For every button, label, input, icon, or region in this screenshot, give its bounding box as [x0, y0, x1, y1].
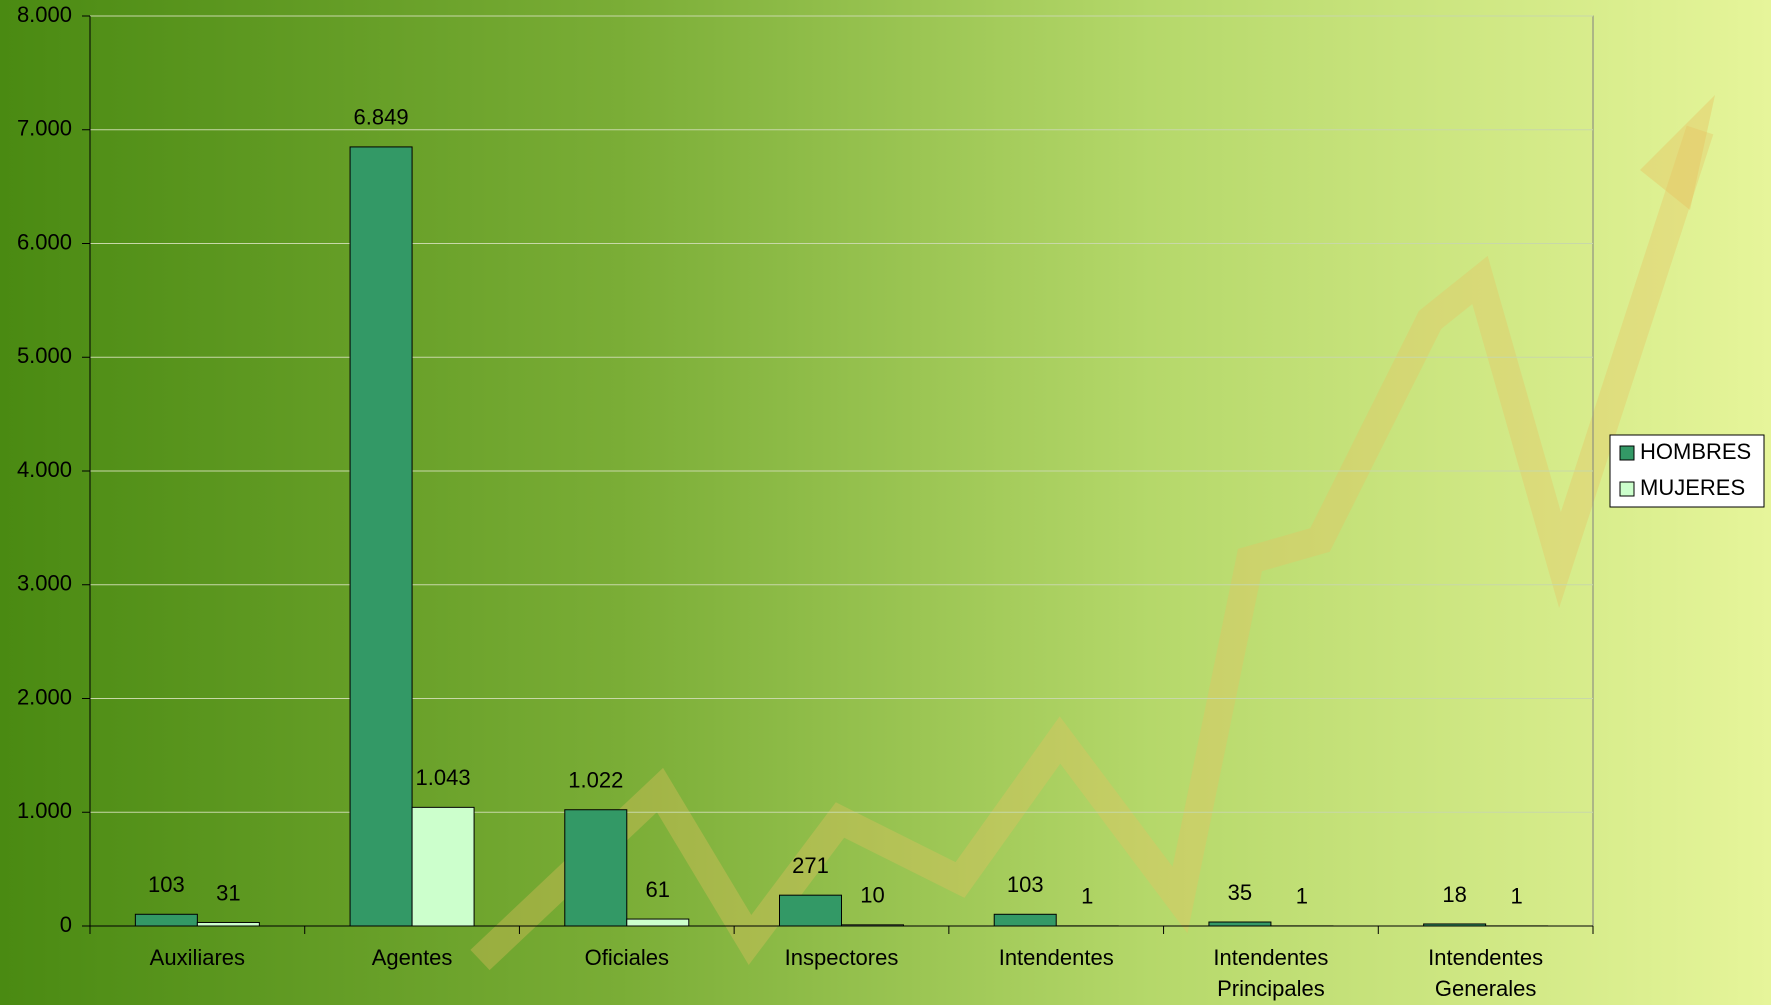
- data-label: 1.043: [416, 765, 471, 790]
- decorative-arrow: [470, 125, 1714, 971]
- data-label: 103: [148, 872, 185, 897]
- x-tick-label: Agentes: [371, 945, 453, 970]
- bar: [411, 806, 475, 927]
- x-tick-label: Oficiales: [584, 945, 669, 970]
- y-tick-label: 2.000: [17, 684, 72, 709]
- data-label: 6.849: [354, 105, 409, 130]
- bar: [564, 809, 628, 927]
- data-label: 1: [1511, 884, 1523, 909]
- legend-label: MUJERES: [1640, 475, 1745, 500]
- x-tick-label: Intendentes Principales: [1213, 945, 1329, 1001]
- legend-swatch: [1619, 445, 1635, 461]
- data-label: 31: [216, 880, 240, 905]
- y-tick-label: 7.000: [17, 116, 72, 141]
- bar: [993, 913, 1057, 927]
- bar: [779, 894, 842, 927]
- x-tick-label: Inspectores: [784, 945, 899, 970]
- data-label: 1: [1081, 884, 1093, 909]
- data-label: 103: [1007, 872, 1044, 897]
- data-label: 1.022: [568, 768, 623, 793]
- x-tick-label: Intendentes Generales: [1428, 945, 1544, 1001]
- bar: [626, 918, 690, 927]
- y-tick-label: 4.000: [17, 457, 72, 482]
- y-tick-label: 8.000: [17, 2, 72, 27]
- bar: [349, 146, 413, 927]
- data-label: 271: [792, 853, 829, 878]
- data-label: 10: [860, 883, 884, 908]
- data-label: 61: [646, 877, 670, 902]
- y-tick-label: 0: [60, 912, 72, 937]
- bar: [1423, 923, 1487, 927]
- y-tick-label: 6.000: [17, 229, 72, 254]
- bar: [196, 921, 260, 927]
- legend-box: [1609, 434, 1765, 508]
- bar: [134, 913, 198, 927]
- decorative-arrowhead: [1640, 95, 1715, 210]
- data-label: 1: [1296, 884, 1308, 909]
- bar: [1208, 921, 1272, 927]
- x-tick-label: Intendentes: [998, 945, 1114, 970]
- x-tick-label: Auxiliares: [149, 945, 246, 970]
- y-tick-label: 3.000: [17, 571, 72, 596]
- bar: [841, 924, 904, 927]
- y-tick-label: 5.000: [17, 343, 72, 368]
- legend-label: HOMBRES: [1640, 439, 1751, 464]
- legend-swatch: [1619, 481, 1635, 497]
- data-label: 35: [1228, 880, 1252, 905]
- y-tick-label: 1.000: [17, 798, 72, 823]
- data-label: 18: [1442, 882, 1466, 907]
